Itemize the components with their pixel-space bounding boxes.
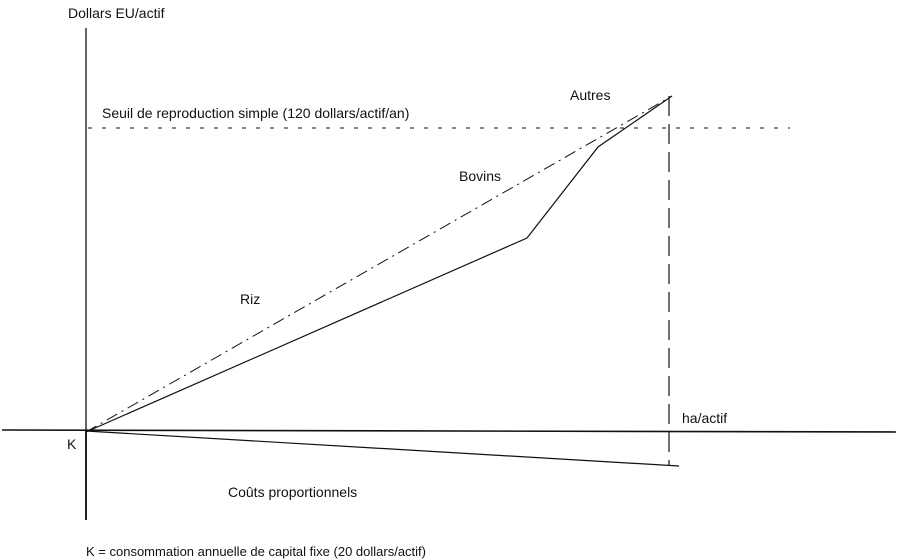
- autres-label: Autres: [570, 87, 610, 103]
- y-axis-label: Dollars EU/actif: [68, 5, 165, 21]
- riz-label: Riz: [240, 291, 260, 307]
- bovins-label: Bovins: [459, 168, 501, 184]
- footnote: K = consommation annuelle de capital fix…: [86, 544, 426, 559]
- costs-label: Coûts proportionnels: [228, 484, 357, 500]
- x-axis: [1, 429, 897, 433]
- income-line: [85, 95, 673, 433]
- bovins-line: [85, 95, 673, 433]
- threshold-label: Seuil de reproduction simple (120 dollar…: [102, 105, 409, 121]
- x-axis-label: ha/actif: [682, 410, 727, 426]
- origin-label: K: [67, 436, 77, 452]
- costs-line: [85, 430, 680, 467]
